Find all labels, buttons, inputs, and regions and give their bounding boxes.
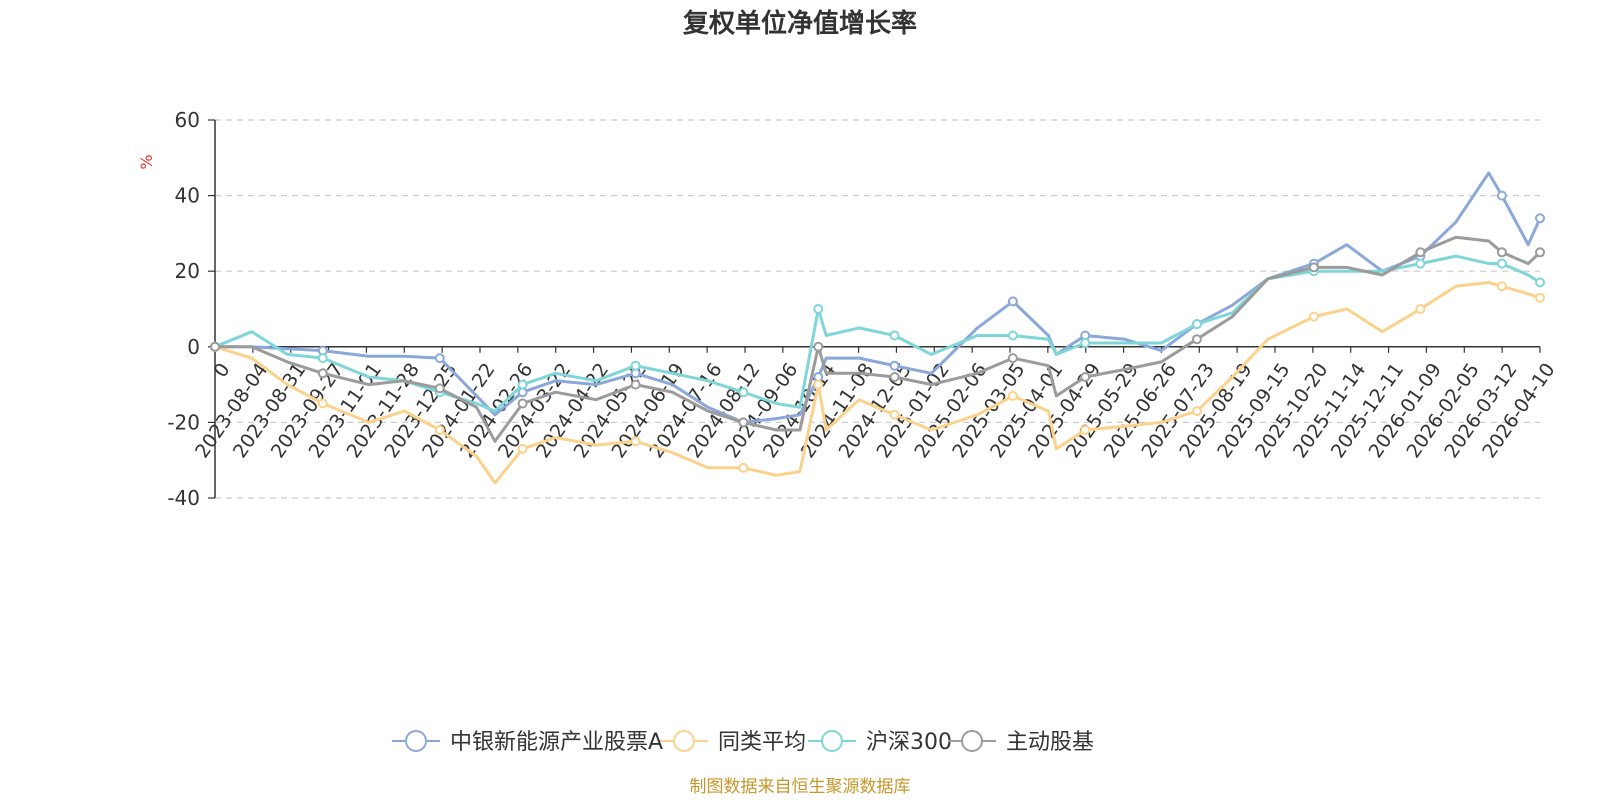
legend-marker: [961, 730, 983, 752]
series-line-4: [213, 235, 1542, 443]
series-lines: [210, 171, 1545, 485]
data-point: [1415, 247, 1426, 258]
data-point: [1535, 247, 1545, 258]
y-tick-label: 20: [175, 259, 200, 283]
data-point: [1496, 258, 1507, 269]
y-tick-label: 0: [187, 335, 200, 359]
legend-marker: [673, 730, 695, 752]
legend-label: 沪深300: [866, 730, 952, 755]
data-point: [1308, 311, 1319, 322]
data-point: [738, 417, 749, 428]
data-point: [1535, 277, 1545, 288]
data-point: [1415, 258, 1426, 269]
legend-item[interactable]: 中银新能源产业股票A: [392, 730, 663, 755]
data-point: [1496, 247, 1507, 258]
data-point: [1191, 319, 1202, 330]
legend[interactable]: 中银新能源产业股票A 同类平均 沪深300 主动股基: [392, 730, 1094, 755]
y-tick-labels: 60 40 20 0 -20 -40: [167, 108, 200, 510]
y-axis-unit: %: [137, 154, 156, 169]
data-point: [1535, 292, 1545, 303]
legend-label: 同类平均: [718, 730, 806, 755]
data-point: [1191, 406, 1202, 417]
legend-item[interactable]: 主动股基: [948, 730, 1094, 755]
data-point: [813, 304, 824, 314]
data-point: [1080, 372, 1091, 382]
y-tick-label: -40: [167, 486, 200, 510]
data-point: [630, 379, 641, 390]
legend-item[interactable]: 同类平均: [660, 730, 806, 755]
source-note: 制图数据来自恒生聚源数据库: [690, 777, 911, 797]
legend-marker: [821, 730, 843, 752]
data-point: [630, 436, 641, 447]
legend-label: 主动股基: [1006, 730, 1094, 755]
series-line-2: [213, 281, 1542, 485]
data-point: [1080, 425, 1091, 435]
y-tick-label: 40: [175, 184, 200, 208]
x-tick-label: 0: [210, 359, 235, 382]
data-point: [889, 360, 900, 371]
data-point: [813, 341, 824, 352]
data-point: [1007, 390, 1018, 401]
grid-lines: [208, 119, 1540, 499]
data-point: [434, 353, 445, 364]
data-point: [738, 387, 749, 398]
data-point: [630, 360, 641, 371]
data-point: [1496, 190, 1507, 201]
y-tick-label: -20: [167, 410, 200, 434]
data-point: [1080, 338, 1091, 348]
legend-marker: [405, 730, 427, 752]
data-point: [317, 398, 328, 409]
y-tick-label: 60: [175, 108, 200, 132]
data-point: [517, 379, 528, 390]
data-point: [434, 383, 445, 394]
data-point: [1007, 296, 1018, 307]
series-line-1: [213, 171, 1542, 424]
data-point: [517, 398, 528, 409]
data-point: [1415, 304, 1426, 314]
data-point: [1007, 353, 1018, 364]
legend-item[interactable]: 沪深300: [808, 730, 952, 755]
data-point: [889, 372, 900, 382]
data-point: [1007, 330, 1018, 341]
data-point: [210, 341, 220, 352]
data-point: [1496, 281, 1507, 292]
data-point: [813, 379, 824, 390]
data-point: [317, 353, 328, 364]
data-point: [1535, 213, 1545, 224]
data-point: [1191, 334, 1202, 345]
data-point: [889, 409, 900, 420]
data-point: [317, 368, 328, 379]
data-point: [517, 443, 528, 454]
data-point: [889, 330, 900, 341]
data-point: [434, 425, 445, 435]
legend-label: 中银新能源产业股票A: [450, 730, 663, 755]
data-point: [1308, 262, 1319, 273]
data-point: [738, 462, 749, 473]
series-line-3: [213, 254, 1542, 413]
chart-title: 复权单位净值增长率: [683, 8, 917, 39]
